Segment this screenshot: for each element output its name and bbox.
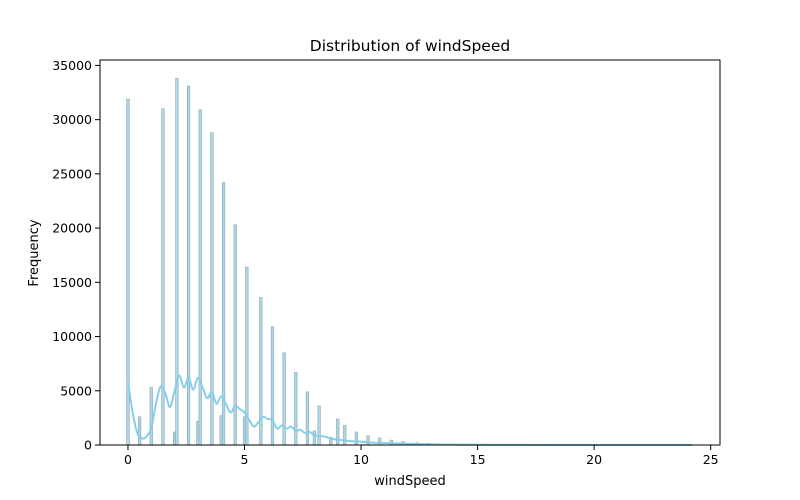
x-tick-label: 10 xyxy=(353,452,369,467)
y-tick-label: 0 xyxy=(84,438,92,453)
histogram-bar xyxy=(259,297,263,446)
histogram-bar xyxy=(221,182,226,446)
x-tick-label: 5 xyxy=(241,452,249,467)
y-tick-label: 20000 xyxy=(52,221,92,236)
y-tick-label: 5000 xyxy=(60,383,92,398)
histogram-bar xyxy=(138,416,142,446)
histogram-bar xyxy=(175,78,179,446)
y-axis: 0 5000 10000 15000 20000 25000 30000 35000 xyxy=(52,58,100,453)
x-axis: 0 5 10 15 20 25 xyxy=(124,445,719,467)
histogram-bar xyxy=(317,405,321,446)
histogram-bar xyxy=(305,391,310,446)
histogram-bar xyxy=(354,431,358,446)
kde-line xyxy=(126,374,693,446)
histogram-bar xyxy=(149,387,153,446)
histogram-bar xyxy=(186,85,191,446)
histogram-bar xyxy=(336,418,340,446)
y-tick-label: 35000 xyxy=(52,58,92,73)
chart-title: Distribution of windSpeed xyxy=(310,37,510,55)
histogram-bar xyxy=(233,224,237,446)
y-tick-label: 30000 xyxy=(52,112,92,127)
histogram-bar xyxy=(343,425,347,446)
histogram-bar xyxy=(282,352,286,446)
histogram-bar xyxy=(210,132,214,446)
histogram-bar xyxy=(366,435,370,446)
x-tick-label: 0 xyxy=(124,452,132,467)
histogram-bar xyxy=(378,437,382,446)
plot-frame xyxy=(99,59,721,446)
y-axis-label: Frequency xyxy=(27,219,42,286)
x-tick-label: 25 xyxy=(703,452,719,467)
y-tick-label: 10000 xyxy=(52,329,92,344)
x-tick-label: 20 xyxy=(586,452,602,467)
histogram-bar xyxy=(270,326,275,446)
histogram-bar xyxy=(161,108,165,446)
x-axis-label: windSpeed xyxy=(374,474,446,489)
histogram-bar xyxy=(294,372,298,446)
bars-layer xyxy=(126,78,694,446)
x-tick-label: 15 xyxy=(470,452,486,467)
y-tick-label: 25000 xyxy=(52,166,92,181)
histogram-bar xyxy=(312,430,317,446)
kde-layer xyxy=(126,374,693,446)
histogram-bar xyxy=(198,109,202,446)
y-tick-label: 15000 xyxy=(52,275,92,290)
